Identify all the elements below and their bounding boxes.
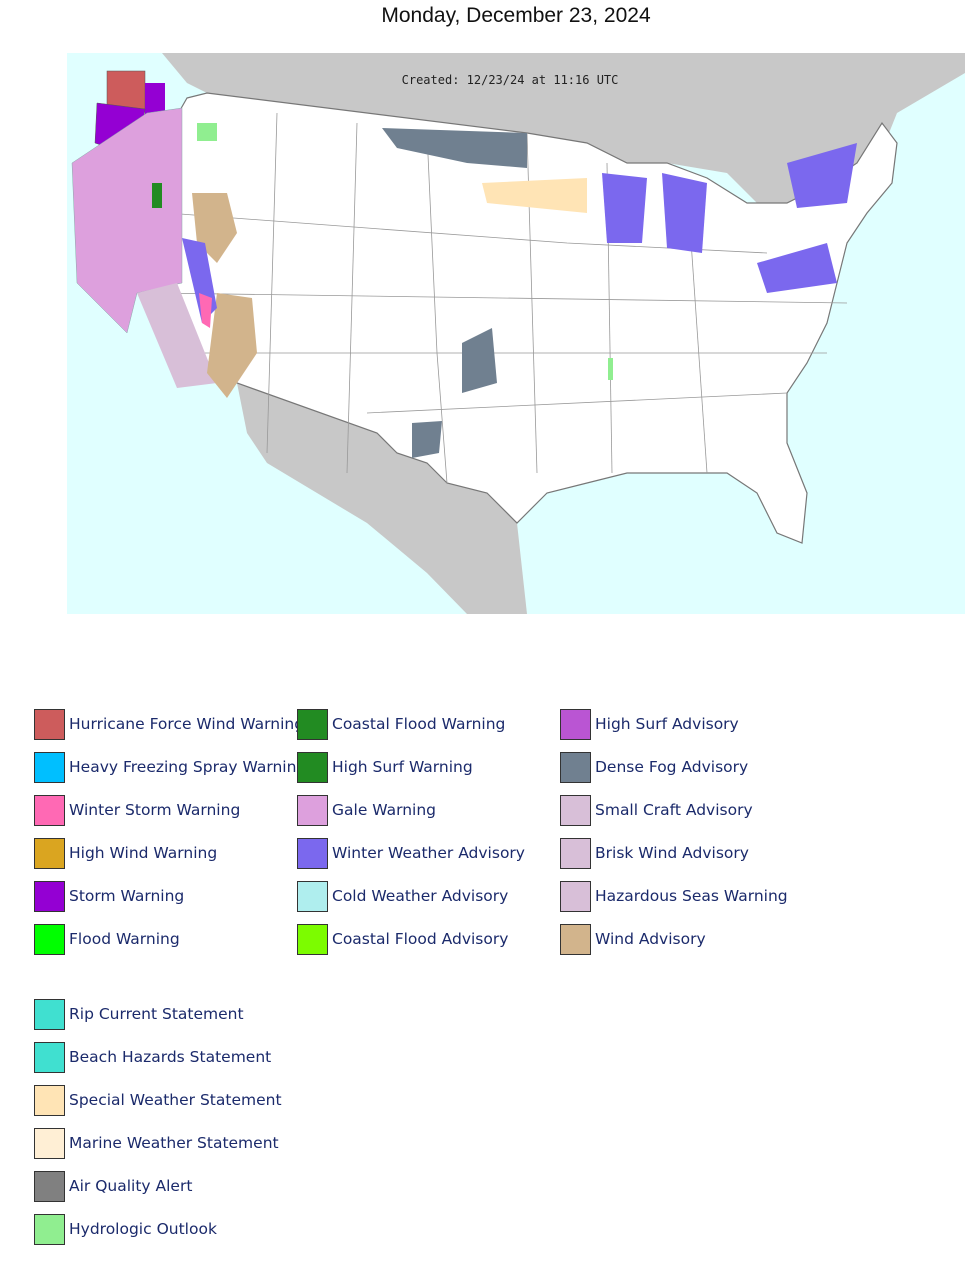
legend-label: Coastal Flood Warning — [332, 715, 506, 733]
mexico — [237, 383, 527, 614]
legend-swatch — [560, 794, 591, 826]
legend-swatch — [560, 837, 591, 869]
legend-label: Hurricane Force Wind Warning — [69, 715, 305, 733]
legend-swatch — [297, 923, 328, 955]
legend-item: Storm Warning — [34, 879, 184, 913]
legend-swatch — [297, 708, 328, 740]
legend-item: High Surf Advisory — [560, 707, 739, 741]
legend-item: Flood Warning — [34, 922, 180, 956]
legend-label: Air Quality Alert — [69, 1177, 193, 1195]
legend-item: Brisk Wind Advisory — [560, 836, 749, 870]
hazard-areas — [71, 70, 857, 458]
legend-label: Storm Warning — [69, 887, 185, 905]
legend-item: Coastal Flood Warning — [297, 707, 505, 741]
legend-swatch — [34, 1213, 65, 1245]
legend-swatch — [297, 794, 328, 826]
legend-item: Hydrologic Outlook — [34, 1212, 217, 1246]
legend-label: Marine Weather Statement — [69, 1134, 279, 1152]
legend-label: Small Craft Advisory — [595, 801, 753, 819]
legend-item: Coastal Flood Advisory — [297, 922, 508, 956]
legend-swatch — [560, 923, 591, 955]
legend-swatch — [34, 837, 65, 869]
legend-item: Dense Fog Advisory — [560, 750, 748, 784]
legend-swatch — [34, 1041, 65, 1073]
legend-label: Hydrologic Outlook — [69, 1220, 217, 1238]
legend-swatch — [297, 880, 328, 912]
legend-item: Rip Current Statement — [34, 997, 244, 1031]
legend-item: Heavy Freezing Spray Warning — [34, 750, 306, 784]
legend-label: Coastal Flood Advisory — [332, 930, 509, 948]
legend-label: Wind Advisory — [595, 930, 706, 948]
legend-label: High Wind Warning — [69, 844, 218, 862]
legend-label: High Surf Warning — [332, 758, 473, 776]
legend-swatch — [34, 923, 65, 955]
usa — [144, 92, 898, 544]
legend-label: Special Weather Statement — [69, 1091, 282, 1109]
legend-swatch — [34, 1084, 65, 1116]
legend-item: Gale Warning — [297, 793, 436, 827]
legend-label: Winter Weather Advisory — [332, 844, 525, 862]
legend-item: Hurricane Force Wind Warning — [34, 707, 304, 741]
legend-swatch — [560, 708, 591, 740]
legend-item: Air Quality Alert — [34, 1169, 192, 1203]
legend-item: Winter Storm Warning — [34, 793, 240, 827]
map-created: Created: 12/23/24 at 11:16 UTC — [402, 73, 619, 87]
legend-swatch — [34, 708, 65, 740]
legend-swatch — [34, 998, 65, 1030]
legend-swatch — [297, 837, 328, 869]
hazard-map: Created: 12/23/24 at 11:16 UTC — [67, 53, 965, 614]
legend-swatch — [297, 751, 328, 783]
legend-label: Gale Warning — [332, 801, 437, 819]
legend-item: Small Craft Advisory — [560, 793, 753, 827]
legend-item: High Wind Warning — [34, 836, 217, 870]
legend-item: Cold Weather Advisory — [297, 879, 508, 913]
legend-item: Marine Weather Statement — [34, 1126, 279, 1160]
legend-swatch — [34, 794, 65, 826]
legend-item: Hazardous Seas Warning — [560, 879, 788, 913]
legend-label: Hazardous Seas Warning — [595, 887, 788, 905]
legend-swatch — [560, 880, 591, 912]
legend-swatch — [34, 880, 65, 912]
legend-label: Dense Fog Advisory — [595, 758, 749, 776]
legend-item: Special Weather Statement — [34, 1083, 282, 1117]
legend-item: Beach Hazards Statement — [34, 1040, 271, 1074]
legend-label: Winter Storm Warning — [69, 801, 241, 819]
legend-item: High Surf Warning — [297, 750, 473, 784]
legend-swatch — [34, 1170, 65, 1202]
legend-swatch — [34, 1127, 65, 1159]
page-title: Monday, December 23, 2024 — [381, 4, 651, 27]
canada — [162, 53, 965, 213]
legend-label: Rip Current Statement — [69, 1005, 244, 1023]
legend-label: Beach Hazards Statement — [69, 1048, 272, 1066]
legend-label: Cold Weather Advisory — [332, 887, 509, 905]
legend-label: Brisk Wind Advisory — [595, 844, 749, 862]
legend-item: Winter Weather Advisory — [297, 836, 525, 870]
legend-swatch — [560, 751, 591, 783]
legend-swatch — [34, 751, 65, 783]
legend-label: Heavy Freezing Spray Warning — [69, 758, 307, 776]
legend-label: Flood Warning — [69, 930, 180, 948]
legend-label: High Surf Advisory — [595, 715, 739, 733]
legend-item: Wind Advisory — [560, 922, 706, 956]
